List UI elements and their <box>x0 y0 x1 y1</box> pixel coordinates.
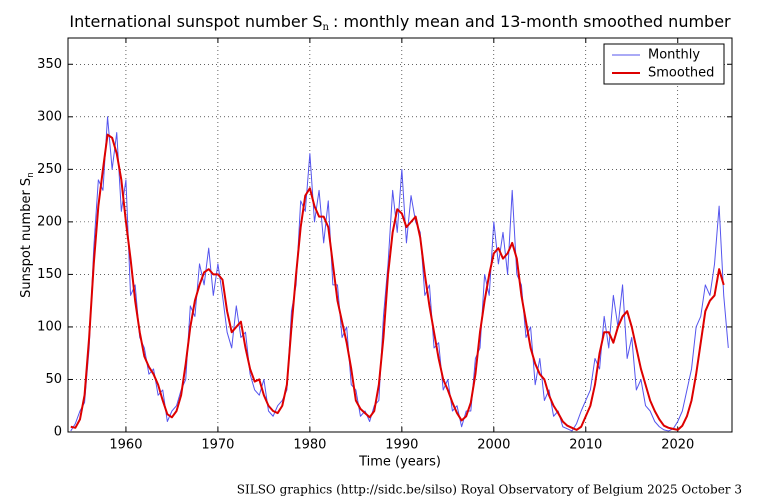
y-tick-label: 350 <box>37 57 62 72</box>
series-line <box>70 133 725 431</box>
y-tick-label: 250 <box>37 162 62 177</box>
y-tick-label: 0 <box>54 425 62 440</box>
title-sub: n <box>323 22 330 33</box>
x-tick-label: 1970 <box>201 438 234 453</box>
x-tick-label: 2020 <box>661 438 694 453</box>
title-main: International sunspot number S <box>69 12 322 31</box>
legend-label: Smoothed <box>648 66 714 81</box>
x-tick-label: 1990 <box>385 438 418 453</box>
y-tick-label: 200 <box>37 214 62 229</box>
ylabel-main: Sunspot number S <box>19 178 34 298</box>
chart-title: International sunspot number Sn: monthly… <box>69 12 731 33</box>
y-tick-label: 300 <box>37 109 62 124</box>
legend-box <box>603 43 725 85</box>
x-tick-label: 1960 <box>109 438 142 453</box>
y-tick-label: 150 <box>37 267 62 282</box>
legend-label: Monthly <box>648 48 700 63</box>
footer: SILSO graphics (http://sidc.be/silso) Ro… <box>237 483 742 497</box>
series-line <box>70 116 729 432</box>
y-tick-label: 50 <box>45 372 62 387</box>
plot-frame <box>67 37 733 433</box>
ylabel-sub: n <box>26 172 36 178</box>
x-tick-label: 2000 <box>477 438 510 453</box>
x-axis-label: Time (years) <box>358 455 441 470</box>
x-tick-label: 1980 <box>293 438 326 453</box>
title-rest: : monthly mean and 13-month smoothed num… <box>333 12 731 31</box>
y-axis-label: Sunspot number Sn <box>19 172 36 298</box>
x-tick-label: 2010 <box>569 438 602 453</box>
y-tick-label: 100 <box>37 319 62 334</box>
